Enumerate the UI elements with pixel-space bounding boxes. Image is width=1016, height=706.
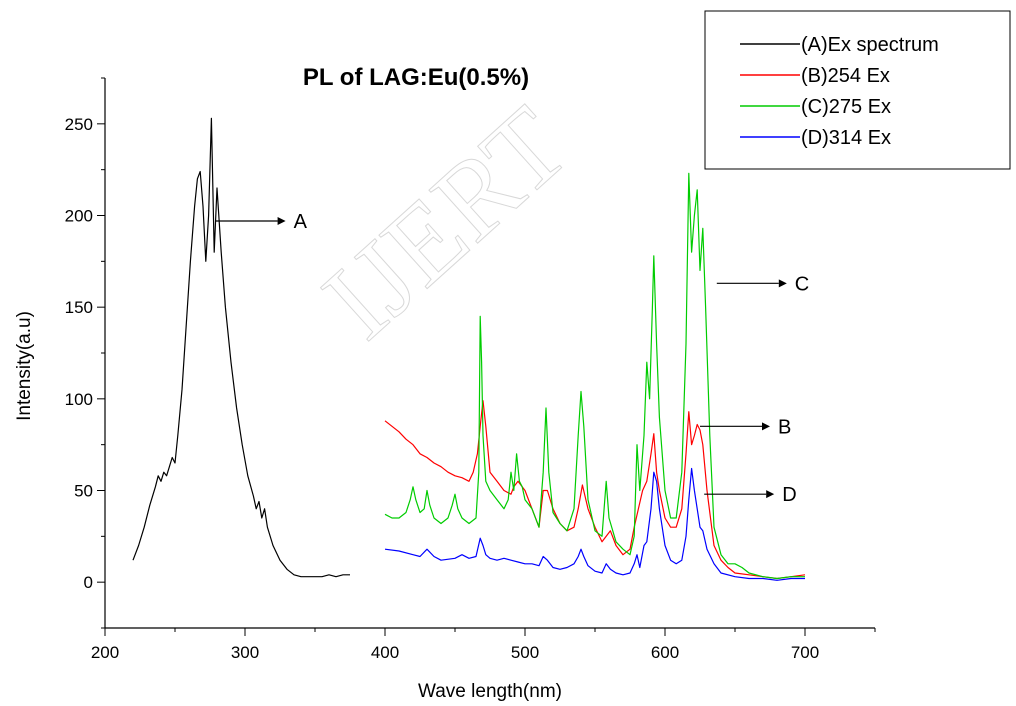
annotation-c: C (716, 273, 809, 295)
y-tick-label: 100 (65, 390, 93, 409)
arrow-head (766, 490, 775, 499)
annotation-label: A (294, 211, 308, 233)
y-tick-label: 50 (74, 482, 93, 501)
x-tick-label: 600 (651, 643, 679, 662)
x-tick-label: 400 (371, 643, 399, 662)
x-tick-label: 500 (511, 643, 539, 662)
axes: 200 300 400 500 600 700 0 50 100 150 200 250 (65, 77, 876, 662)
legend: (A)Ex spectrum (B)254 Ex (C)275 Ex (D)314 E… (704, 10, 1011, 170)
x-axis-label: Wave length(nm) (418, 681, 562, 702)
y-axis-label: Intensity(a.u) (14, 311, 35, 421)
annotation-label: D (782, 484, 796, 506)
chart-title: PL of LAG:Eu(0.5%) (303, 64, 529, 91)
arrow-head (778, 279, 787, 288)
annotation-d: D (704, 484, 797, 506)
x-tick-label: 700 (791, 643, 819, 662)
legend-label: (C)275 Ex (801, 96, 891, 118)
watermark-text: IJERT (300, 83, 590, 361)
annotation-label: B (778, 416, 791, 438)
series-line-d (384, 467, 805, 581)
arrow-head (762, 422, 770, 431)
y-tick-label: 250 (65, 115, 93, 134)
annotation-label: C (795, 273, 809, 295)
x-tick-label: 300 (231, 643, 259, 662)
series-line-c (384, 172, 805, 580)
y-tick-label: 200 (65, 207, 93, 226)
legend-label: (D)314 Ex (801, 127, 891, 149)
legend-box (704, 10, 1011, 170)
y-tick-label: 150 (65, 298, 93, 317)
x-tick-label: 200 (91, 643, 119, 662)
plot-series (132, 117, 806, 581)
series-line-a (132, 117, 350, 578)
y-tick-label: 0 (84, 573, 93, 592)
annotations: A C B D (215, 211, 809, 506)
legend-label: (A)Ex spectrum (801, 34, 939, 56)
annotation-b: B (700, 416, 791, 438)
annotation-a: A (215, 211, 308, 233)
legend-label: (B)254 Ex (801, 65, 890, 87)
arrow-head (277, 217, 286, 225)
watermark: IJERT (300, 83, 591, 362)
series-line-b (384, 400, 806, 580)
